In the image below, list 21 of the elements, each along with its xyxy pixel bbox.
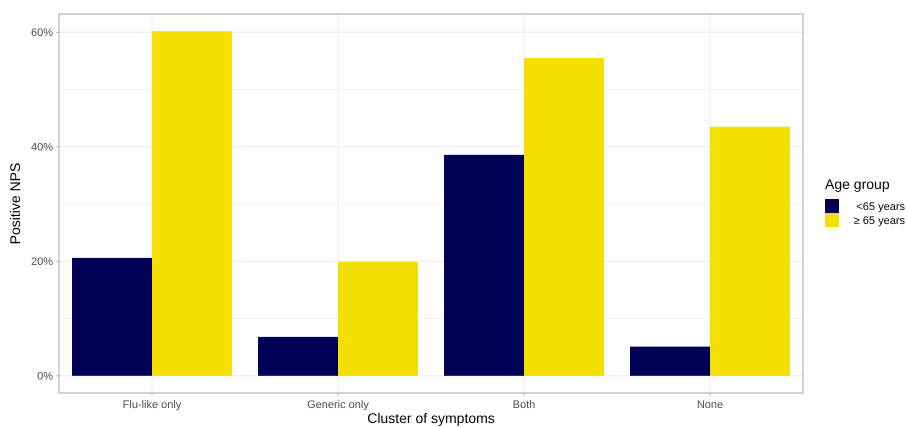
y-tick-label: 60% bbox=[30, 27, 54, 40]
bar bbox=[630, 346, 710, 376]
x-tick-label: Flu-like only bbox=[122, 399, 182, 411]
y-axis-title: Positive NPS bbox=[7, 162, 23, 244]
bar bbox=[72, 258, 152, 376]
x-tick-label: Both bbox=[512, 399, 536, 411]
y-tick-label: 40% bbox=[30, 142, 54, 154]
x-tick-label: None bbox=[696, 399, 724, 411]
bar bbox=[258, 336, 338, 376]
legend-label: ≥ 65 years bbox=[854, 214, 906, 227]
bar bbox=[338, 262, 418, 376]
x-tick-label: Generic only bbox=[307, 399, 370, 411]
y-tick-label: 20% bbox=[30, 256, 54, 268]
bar bbox=[152, 31, 232, 376]
bar bbox=[710, 126, 790, 376]
bar bbox=[444, 154, 524, 376]
y-tick-label: 0% bbox=[37, 370, 54, 383]
x-axis-title: Cluster of symptoms bbox=[367, 410, 495, 426]
legend-label: <65 years bbox=[856, 200, 906, 213]
legend-title: Age group bbox=[825, 176, 890, 192]
bar bbox=[524, 58, 604, 376]
